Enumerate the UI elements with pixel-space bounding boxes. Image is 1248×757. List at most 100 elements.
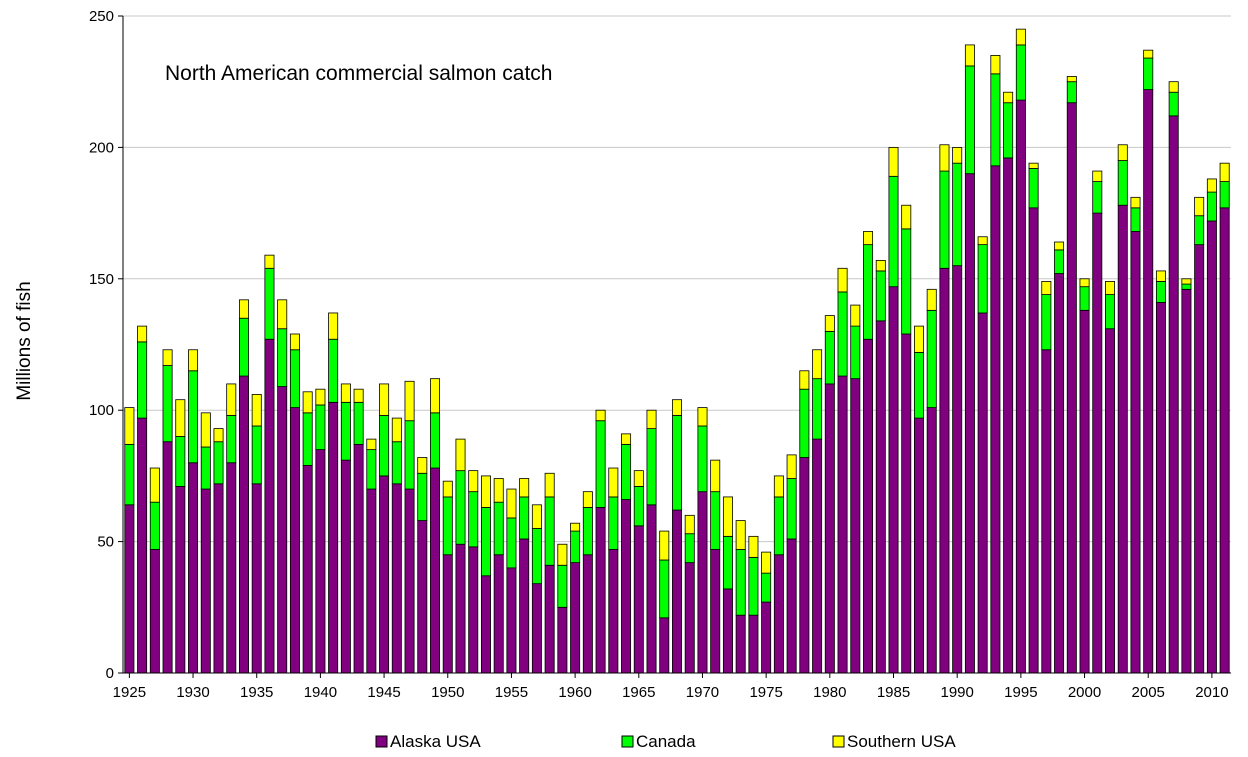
y-tick-label: 100 xyxy=(89,402,114,419)
bar-segment-southern-usa xyxy=(302,391,313,414)
bar-segment-southern-usa xyxy=(1219,162,1230,182)
bar-segment-southern-usa xyxy=(238,299,249,319)
bar-segment-alaska-usa xyxy=(901,333,912,674)
bar-segment-alaska-usa xyxy=(888,286,899,674)
bar-segment-canada xyxy=(799,388,810,458)
bar-segment-canada xyxy=(1117,160,1128,206)
bar-segment-canada xyxy=(824,330,835,385)
bar-segment-alaska-usa xyxy=(633,525,644,674)
bar-segment-canada xyxy=(684,533,695,564)
bar-segment-southern-usa xyxy=(213,428,224,443)
bar-segment-canada xyxy=(162,365,173,443)
bar-segment-canada xyxy=(672,415,682,511)
bar-segment-alaska-usa xyxy=(672,509,682,674)
bar-segment-southern-usa xyxy=(1168,81,1179,93)
bar-segment-alaska-usa xyxy=(1219,207,1230,674)
bar-segment-southern-usa xyxy=(812,349,823,380)
bar-segment-southern-usa xyxy=(251,394,262,427)
bar-segment-canada xyxy=(773,496,784,556)
bar-segment-canada xyxy=(710,491,721,550)
bar-segment-southern-usa xyxy=(175,399,186,437)
bar-segment-southern-usa xyxy=(149,467,160,503)
bar-segment-canada xyxy=(939,170,950,269)
bar-segment-canada xyxy=(863,244,874,340)
bar-segment-canada xyxy=(468,491,479,548)
bar-segment-southern-usa xyxy=(952,146,963,164)
bar-segment-canada xyxy=(328,338,339,403)
bar-segment-southern-usa xyxy=(226,383,237,416)
bar-segment-southern-usa xyxy=(137,325,148,343)
bar-segment-canada xyxy=(1206,191,1217,222)
bar-segment-southern-usa xyxy=(684,514,695,535)
bar-segment-canada xyxy=(149,501,160,550)
bar-segment-alaska-usa xyxy=(379,475,390,674)
bar-segment-southern-usa xyxy=(188,349,199,372)
bar-segment-southern-usa xyxy=(379,383,390,416)
bar-segment-canada xyxy=(1168,91,1179,117)
bar-segment-southern-usa xyxy=(455,438,466,472)
bar-segment-canada xyxy=(786,478,797,540)
bar-segment-canada xyxy=(226,415,237,464)
bar-segment-alaska-usa xyxy=(455,543,466,674)
bar-segment-alaska-usa xyxy=(1079,309,1090,674)
bar-segment-canada xyxy=(1054,249,1065,274)
bar-segment-alaska-usa xyxy=(1015,99,1026,674)
x-tick-label: 1945 xyxy=(367,684,400,701)
bar-segment-southern-usa xyxy=(1092,170,1103,182)
bar-segment-alaska-usa xyxy=(480,575,491,674)
bar-segment-canada xyxy=(251,425,262,485)
bar-segment-alaska-usa xyxy=(710,549,721,674)
bar-segment-southern-usa xyxy=(544,472,555,498)
bar-segment-southern-usa xyxy=(1194,196,1205,217)
bar-segment-southern-usa xyxy=(913,325,924,353)
legend-label: Southern USA xyxy=(847,732,956,751)
bar-segment-alaska-usa xyxy=(188,462,199,674)
bar-segment-southern-usa xyxy=(519,478,530,498)
bar-segment-alaska-usa xyxy=(1092,212,1103,674)
bar-segment-canada xyxy=(952,162,963,267)
bar-segment-southern-usa xyxy=(672,399,682,416)
bar-segment-alaska-usa xyxy=(493,554,504,674)
bar-segment-alaska-usa xyxy=(1066,102,1077,674)
bar-segment-southern-usa xyxy=(888,146,899,177)
bar-segment-alaska-usa xyxy=(799,457,810,674)
bar-segment-canada xyxy=(697,425,708,493)
bar-segment-canada xyxy=(646,428,657,506)
bar-segment-southern-usa xyxy=(493,478,504,503)
bar-segment-canada xyxy=(1194,215,1205,246)
bar-segment-canada xyxy=(926,309,937,408)
bar-segment-alaska-usa xyxy=(366,488,377,674)
legend-item-alaska-usa: Alaska USA xyxy=(375,732,481,751)
bar-segment-southern-usa xyxy=(442,480,453,498)
bar-segment-alaska-usa xyxy=(430,467,441,674)
bar-segment-canada xyxy=(455,470,466,545)
bar-segment-alaska-usa xyxy=(582,554,593,674)
bar-segment-canada xyxy=(1219,181,1230,209)
bar-segment-alaska-usa xyxy=(340,459,351,674)
bar-segment-canada xyxy=(379,415,390,477)
bar-segment-southern-usa xyxy=(761,551,772,574)
bar-segment-canada xyxy=(289,349,300,408)
bar-segment-canada xyxy=(1003,102,1014,159)
bar-segment-alaska-usa xyxy=(557,606,568,674)
bar-segment-alaska-usa xyxy=(289,407,300,674)
bar-segment-southern-usa xyxy=(468,470,479,493)
bar-segment-southern-usa xyxy=(1155,270,1166,282)
bar-segment-southern-usa xyxy=(1117,144,1128,161)
bar-segment-southern-usa xyxy=(595,409,606,422)
bar-segment-alaska-usa xyxy=(302,464,313,674)
bar-segment-southern-usa xyxy=(430,378,441,414)
bar-segment-southern-usa xyxy=(977,236,988,246)
bar-segment-canada xyxy=(417,472,428,521)
bar-segment-alaska-usa xyxy=(722,588,733,674)
bar-segment-southern-usa xyxy=(1206,178,1217,193)
x-tick-label: 1995 xyxy=(1004,684,1037,701)
bar-segment-southern-usa xyxy=(748,535,759,558)
bar-segment-alaska-usa xyxy=(531,583,542,674)
bar-segment-southern-usa xyxy=(1054,241,1065,251)
bar-segment-alaska-usa xyxy=(735,614,746,674)
bar-segment-southern-usa xyxy=(162,349,173,366)
bar-segment-alaska-usa xyxy=(748,614,759,674)
bar-segment-canada xyxy=(812,378,823,440)
bar-segment-alaska-usa xyxy=(226,462,237,674)
